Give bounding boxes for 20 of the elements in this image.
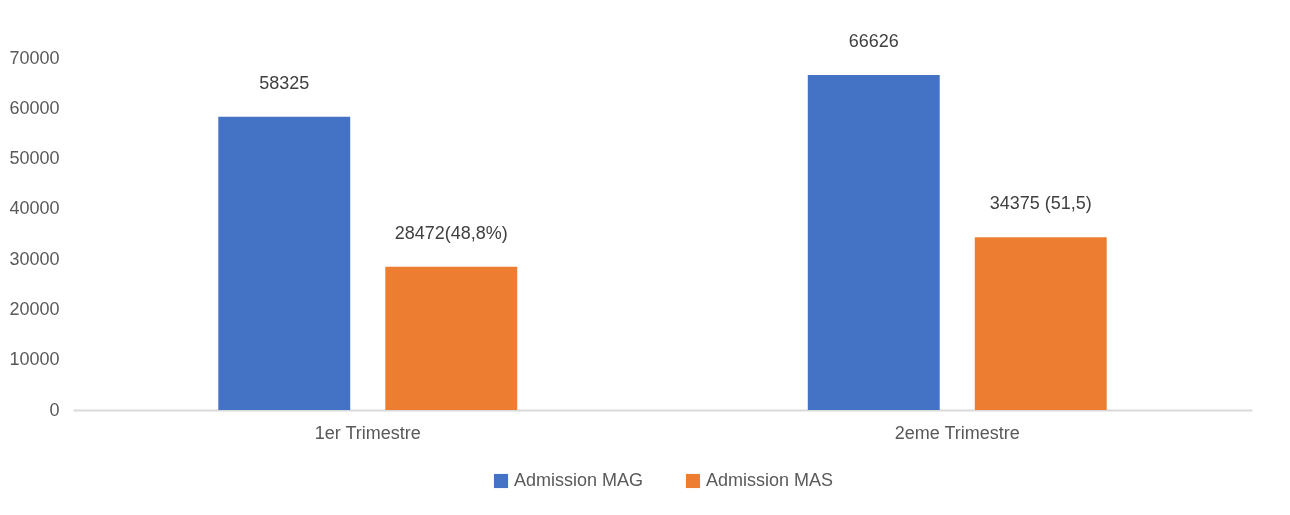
bar xyxy=(974,237,1107,410)
data-label: 66626 xyxy=(848,30,899,51)
bar xyxy=(385,266,518,410)
x-tick-label: 2eme Trimestre xyxy=(894,422,1020,443)
legend-label: Admission MAG xyxy=(514,470,644,490)
data-label: 34375 (51,5) xyxy=(989,193,1092,214)
y-tick-label: 40000 xyxy=(9,198,60,219)
x-tick-label: 1er Trimestre xyxy=(314,422,421,443)
y-tick-label: 60000 xyxy=(9,97,60,118)
data-label: 28472(48,8%) xyxy=(394,222,508,243)
y-tick-label: 20000 xyxy=(9,298,60,319)
data-label: 58325 xyxy=(259,72,310,93)
y-tick-label: 50000 xyxy=(9,148,60,169)
bar xyxy=(218,116,351,410)
y-tick-label: 0 xyxy=(49,399,60,420)
legend-label: Admission MAS xyxy=(706,470,834,490)
bar xyxy=(807,74,940,410)
y-tick-label: 10000 xyxy=(9,349,60,370)
y-tick-label: 30000 xyxy=(9,248,60,269)
y-tick-label: 70000 xyxy=(9,47,60,68)
